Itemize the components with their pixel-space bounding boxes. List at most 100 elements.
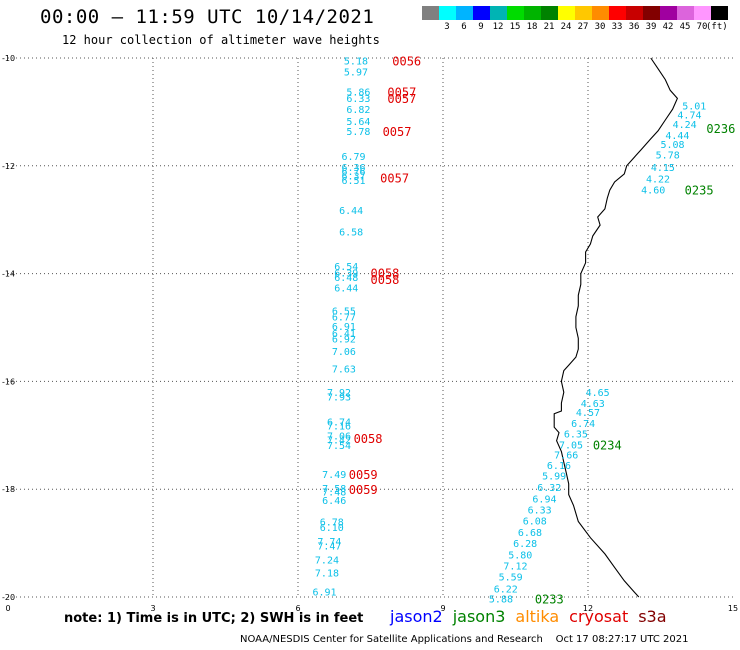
mission-legend: jason2 jason3 altika cryosat s3a	[390, 607, 677, 626]
wave-height-value: 6.16	[547, 461, 571, 472]
pass-number-label: 0233	[535, 593, 564, 607]
y-tick-label: -20	[2, 593, 15, 602]
wave-height-value: 7.66	[554, 451, 578, 462]
wave-height-value: 6.78	[320, 518, 344, 529]
wave-height-value: 6.36	[342, 163, 366, 174]
wave-height-value: 6.91	[313, 588, 337, 599]
mission-jason3: jason3	[452, 607, 506, 626]
pass-number-label: 0058	[354, 432, 383, 446]
wave-height-value: 7.48	[322, 487, 346, 498]
wave-height-value: 6.32	[537, 483, 561, 494]
wave-height-value: 4.15	[651, 163, 675, 174]
wave-height-value: 5.18	[344, 57, 368, 68]
legend-swatch	[558, 6, 575, 20]
wave-height-value: 5.78	[346, 127, 370, 138]
y-tick-label: -16	[2, 377, 15, 386]
wave-height-value: 4.74	[677, 111, 701, 122]
wave-height-value: 7.12	[503, 562, 527, 573]
wave-height-value: 6.44	[334, 284, 358, 295]
wave-height-value: 6.68	[518, 528, 542, 539]
wave-height-value: 5.64	[346, 117, 370, 128]
legend-label: 12	[492, 22, 504, 32]
y-tick-label: -14	[2, 270, 15, 279]
wave-height-value: 6.33	[346, 94, 370, 105]
wave-height-value: 4.63	[581, 399, 605, 410]
wave-height-value: 6.55	[332, 306, 356, 317]
y-tick-label: -12	[2, 162, 15, 171]
wave-height-value: 6.94	[532, 494, 556, 505]
wave-height-value: 6.58	[339, 228, 363, 239]
mission-jason2: jason2	[390, 607, 443, 626]
y-tick-label: -18	[2, 485, 15, 494]
wave-height-value: 4.60	[641, 186, 665, 197]
wave-height-value: 6.08	[523, 516, 547, 527]
wave-height-value: 4.65	[586, 388, 610, 399]
legend-label: 30	[594, 22, 606, 32]
wave-height-value: 6.82	[346, 105, 370, 116]
pass-number-label: 0059	[349, 483, 378, 497]
map-subtitle: 12 hour collection of altimeter wave hei…	[62, 33, 380, 47]
legend-swatch	[677, 6, 694, 20]
legend-swatch	[490, 6, 507, 20]
wave-height-value: 7.06	[327, 431, 351, 442]
footer-credit: NOAA/NESDIS Center for Satellite Applica…	[240, 634, 543, 645]
mission-cryosat: cryosat	[569, 607, 629, 626]
wave-height-value: 7.16	[327, 422, 351, 433]
x-tick-label: 6	[295, 604, 300, 613]
pass-number-label: 0058	[371, 267, 400, 281]
pass-number-label: 0057	[383, 125, 412, 139]
wave-height-value: 6.41	[332, 329, 356, 340]
legend-label: 15	[509, 22, 521, 32]
wave-height-value: 7.24	[315, 555, 339, 566]
wave-height-value: 6.44	[339, 206, 363, 217]
legend-swatch	[711, 6, 728, 20]
wave-height-value: 7.92	[327, 388, 351, 399]
wave-height-value: 6.48	[334, 273, 358, 284]
legend-swatch	[694, 6, 711, 20]
x-tick-label: 15	[728, 604, 738, 613]
legend-swatch	[541, 6, 558, 20]
legend-label: 36	[628, 22, 640, 32]
legend-label: 3	[444, 22, 450, 32]
legend-swatch	[626, 6, 643, 20]
wave-height-value: 5.86	[346, 87, 370, 98]
pass-number-label: 0056	[392, 55, 421, 69]
legend-swatch	[575, 6, 592, 20]
footer: NOAA/NESDIS Center for Satellite Applica…	[240, 634, 689, 645]
wave-height-value: 6.35	[564, 430, 588, 441]
legend-swatch	[524, 6, 541, 20]
wave-height-value: 4.57	[576, 408, 600, 419]
legend-swatch	[660, 6, 677, 20]
legend-label: 6	[461, 22, 467, 32]
wave-height-value: 6.22	[494, 584, 518, 595]
pass-number-label: 0236	[706, 122, 735, 136]
wave-height-value: 6.92	[332, 334, 356, 345]
footer-timestamp: Oct 17 08:27:17 UTC 2021	[555, 634, 689, 645]
wave-height-value: 5.59	[499, 573, 523, 584]
wave-height-value: 6.39	[334, 269, 358, 280]
legend-label: 33	[611, 22, 623, 32]
y-tick-label: -10	[2, 54, 15, 63]
wave-height-value: 4.22	[646, 175, 670, 186]
legend-swatch	[643, 6, 660, 20]
wave-height-value: 6.77	[332, 313, 356, 324]
legend-label: 27	[577, 22, 589, 32]
legend-swatch	[592, 6, 609, 20]
wave-height-value: 6.54	[334, 262, 358, 273]
legend-swatch	[439, 6, 456, 20]
legend-swatch	[609, 6, 626, 20]
pass-number-label: 0057	[387, 85, 416, 99]
wave-height-value: 7.54	[327, 441, 351, 452]
x-tick-label: 0	[5, 604, 10, 613]
wave-height-value: 7.18	[315, 569, 339, 580]
wave-height-value: 6.76	[342, 167, 366, 178]
wave-height-value: 5.08	[661, 140, 685, 151]
wave-height-value: 6.10	[320, 523, 344, 534]
x-tick-label: 3	[150, 604, 155, 613]
legend-label: 42	[662, 22, 674, 32]
mission-altika: altika	[515, 607, 560, 626]
wave-height-value: 7.49	[322, 470, 346, 481]
wave-height-value: 5.99	[542, 472, 566, 483]
pass-number-label: 0235	[685, 184, 714, 198]
wave-height-value: 5.78	[656, 150, 680, 161]
